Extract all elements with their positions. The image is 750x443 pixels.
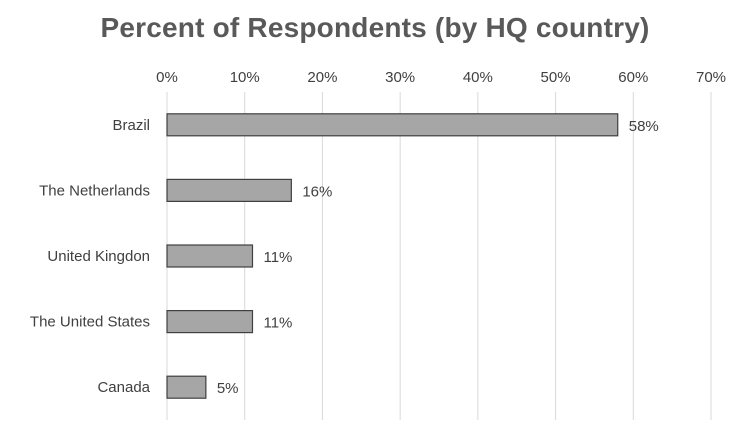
category-label: Canada bbox=[97, 379, 150, 396]
bar bbox=[166, 375, 207, 399]
data-label: 5% bbox=[217, 380, 239, 397]
x-tick-label: 70% bbox=[696, 69, 726, 86]
category-label: United Kingdon bbox=[47, 248, 150, 265]
data-label: 11% bbox=[263, 315, 292, 332]
x-tick-label: 50% bbox=[541, 69, 571, 86]
category-label: The United States bbox=[30, 314, 150, 331]
bars bbox=[166, 113, 619, 399]
category-label: The Netherlands bbox=[39, 182, 150, 199]
bar bbox=[166, 244, 254, 268]
category-labels: Brazil The Netherlands United Kingdon The U… bbox=[30, 117, 151, 396]
x-tick-label: 0% bbox=[156, 69, 178, 86]
data-label: 58% bbox=[629, 118, 659, 135]
chart-title: Percent of Respondents (by HQ country) bbox=[100, 12, 650, 43]
data-label: 16% bbox=[302, 183, 332, 200]
bar bbox=[166, 178, 292, 202]
data-label: 11% bbox=[263, 249, 292, 266]
bar bbox=[166, 310, 254, 334]
x-tick-label: 10% bbox=[230, 69, 260, 86]
x-tick-label: 20% bbox=[307, 69, 337, 86]
x-tick-label: 30% bbox=[385, 69, 415, 86]
x-axis-ticks: 0% 10% 20% 30% 40% 50% 60% 70% bbox=[156, 69, 726, 86]
x-tick-label: 60% bbox=[618, 69, 648, 86]
category-label: Brazil bbox=[112, 117, 150, 134]
x-tick-label: 40% bbox=[463, 69, 493, 86]
data-labels: 58% 16% 11% 11% 5% bbox=[217, 118, 659, 397]
bar bbox=[166, 113, 619, 137]
